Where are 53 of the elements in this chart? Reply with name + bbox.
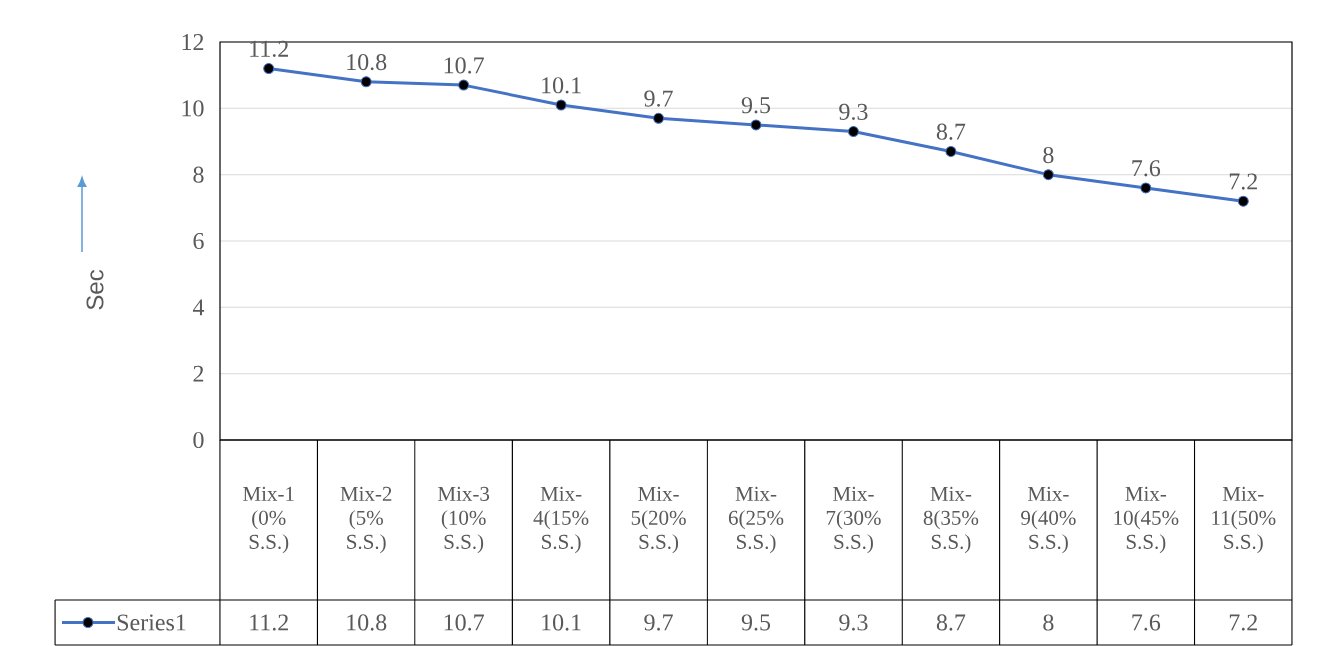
x-tick-label: Mix-10(45% S.S.) [1114,486,1179,554]
data-label: 9.5 [741,614,771,631]
y-tick-label: 2 [193,365,204,382]
y-tick-label: 4 [192,299,205,316]
text: 11.2 [250,40,288,57]
point [1140,182,1152,194]
text: 9.7 [644,90,673,107]
point [1042,169,1054,181]
data-label: 9.3 [839,614,868,631]
text: 9.5 [741,97,771,114]
point [360,76,372,88]
y-tick-label: 12 [182,34,204,50]
data-label: 8.7 [936,614,966,631]
x-tick-label: Mix-1 (0% S.S.) [243,486,294,554]
data-label: 10.8 [347,614,387,631]
x-tick-label: Mix-5(20% S.S.) [631,486,686,554]
data-label: 10.1 [542,614,581,631]
text: 9.3 [839,103,868,121]
text: 7.6 [1132,160,1161,177]
x-tick-label: Mix-4(15% S.S.) [533,486,589,554]
y-axis-title: Sec [86,269,104,310]
point [945,145,957,157]
point [458,79,470,91]
point [847,126,859,138]
x-tick-label: Mix-8(35% S.S.) [923,486,979,554]
data-label: 7.6 [1132,614,1161,631]
x-tick-label: Mix-11(50% S.S.) [1212,486,1276,554]
text: 8.7 [936,123,966,140]
point [263,63,275,75]
x-tick-label: Mix-3 (10% S.S.) [438,486,490,554]
text: 10.7 [444,57,484,74]
text: 8 [1043,146,1054,164]
x-tick-label: Mix-9(40% S.S.) [1021,486,1076,554]
x-tick-label: Mix-6(25% S.S.) [728,486,784,554]
text: 10.8 [347,53,387,71]
text: 7.2 [1229,173,1257,190]
y-tick-label: 0 [193,431,204,449]
text: 10.1 [542,77,581,94]
data-label: 7.2 [1229,614,1257,631]
data-label: 10.7 [444,614,484,631]
x-tick-label: Mix-2 (5% S.S.) [340,486,392,554]
data-label: 11.2 [250,614,288,631]
point [1237,195,1249,207]
point [555,99,567,111]
data-label: 9.7 [644,614,673,631]
data-label: 8 [1043,614,1054,631]
y-tick-label: 10 [182,100,204,117]
y-tick-label: 6 [193,232,204,250]
point [653,112,665,124]
y-tick-label: 8 [193,166,204,183]
legend-label: Series1 [117,614,186,631]
x-tick-label: Mix-7(30% S.S.) [826,486,881,554]
point [750,119,762,131]
